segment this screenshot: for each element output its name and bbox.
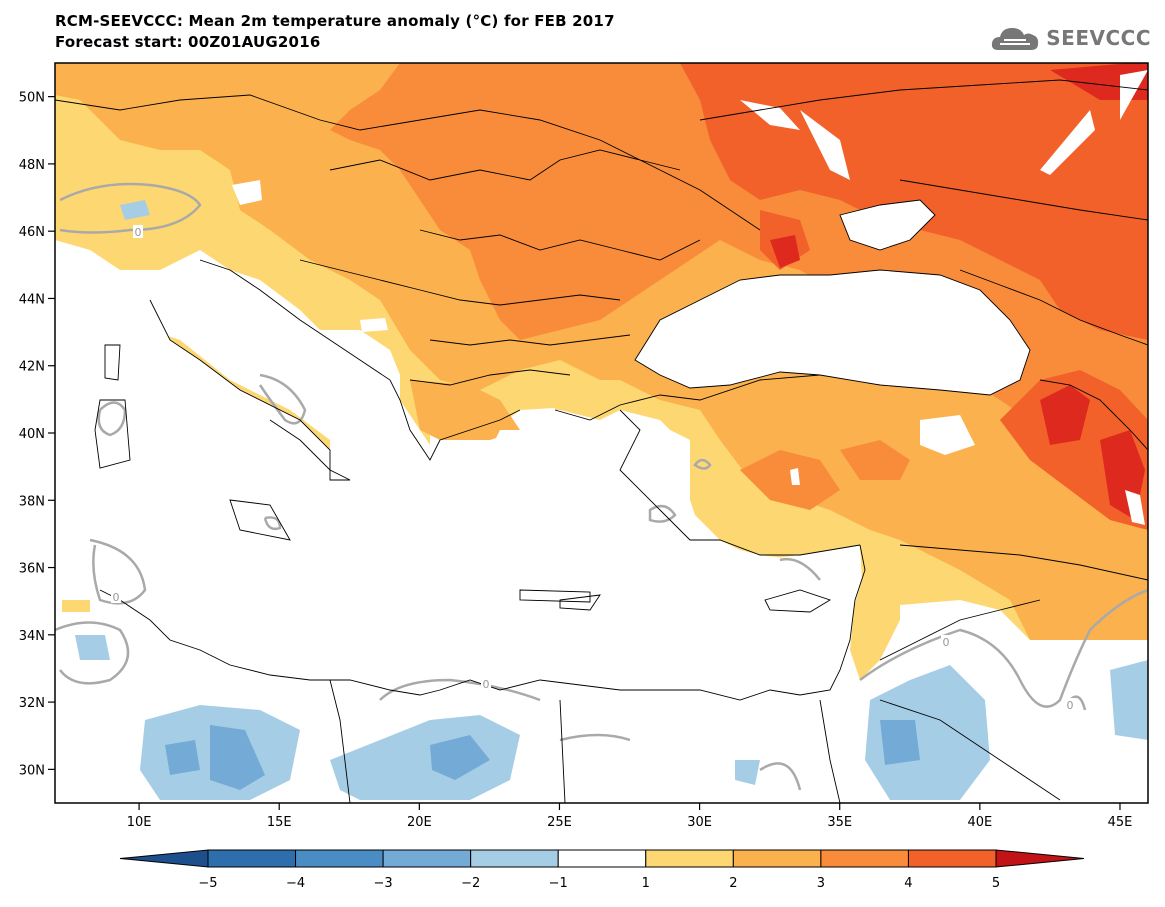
colorbar-label: 5 bbox=[992, 876, 1000, 891]
colorbar: −5 −4 −3 −2 −1 1 2 3 4 5 bbox=[119, 849, 1085, 891]
anomaly-field bbox=[55, 63, 1148, 803]
colorbar-label: 4 bbox=[904, 876, 912, 891]
colorbar-label: 3 bbox=[817, 876, 825, 891]
lat-tick-label: 48N bbox=[19, 158, 45, 173]
lon-tick-label: 15E bbox=[267, 815, 292, 830]
sea-of-azov bbox=[840, 200, 935, 250]
lat-tick-label: 36N bbox=[19, 562, 45, 577]
colorbar-label: −5 bbox=[198, 876, 217, 891]
sea-mask bbox=[55, 70, 1148, 700]
lon-tick-label: 30E bbox=[687, 815, 712, 830]
colorbar-label: −3 bbox=[374, 876, 393, 891]
lat-tick-label: 50N bbox=[19, 91, 45, 106]
lat-tick-label: 34N bbox=[19, 629, 45, 644]
contour-label-bg bbox=[133, 225, 143, 238]
anomaly-band-neg-2-3 bbox=[165, 720, 920, 790]
contour-label: 0 bbox=[113, 591, 120, 604]
lon-tick-label: 40E bbox=[967, 815, 992, 830]
contour-label-bg bbox=[111, 590, 121, 603]
colorbar-label: −4 bbox=[286, 876, 305, 891]
contour-label-bg bbox=[941, 635, 951, 648]
contour-label: 0 bbox=[483, 678, 490, 691]
coastlines-and-borders bbox=[55, 79, 1148, 803]
contour-labels: 0 0 0 0 0 bbox=[111, 225, 1075, 712]
map-title: RCM-SEEVCCC: Mean 2m temperature anomaly… bbox=[55, 12, 615, 30]
contour-label: 0 bbox=[135, 226, 142, 239]
colorbar-label: −1 bbox=[549, 876, 568, 891]
lat-tick-label: 40N bbox=[19, 427, 45, 442]
seevccc-logo: SEEVCCC bbox=[990, 22, 1151, 54]
longitude-axis: 10E 15E 20E 25E 30E 35E 40E 45E bbox=[127, 803, 1133, 830]
contour-label: 0 bbox=[1067, 699, 1074, 712]
lat-tick-label: 30N bbox=[19, 763, 45, 778]
lon-tick-label: 35E bbox=[827, 815, 852, 830]
contour-label-bg bbox=[481, 677, 491, 690]
mediterranean-sea bbox=[55, 290, 862, 700]
lat-tick-label: 38N bbox=[19, 494, 45, 509]
colorbar-segment bbox=[207, 849, 297, 868]
lat-tick-label: 42N bbox=[19, 360, 45, 375]
black-sea bbox=[635, 270, 1030, 395]
latitude-axis: 50N 48N 46N 44N 42N 40N 38N 36N 34N 32N 30N bbox=[19, 91, 55, 778]
contour-label: 0 bbox=[943, 636, 950, 649]
lat-tick-label: 32N bbox=[19, 696, 45, 711]
colorbar-label: −2 bbox=[461, 876, 480, 891]
cloud-icon bbox=[992, 28, 1039, 50]
colorbar-segment bbox=[907, 849, 997, 868]
forecast-start-subtitle: Forecast start: 00Z01AUG2016 bbox=[55, 33, 321, 51]
colorbar-right-arrow bbox=[995, 849, 1085, 868]
colorbar-segment bbox=[645, 849, 734, 868]
colorbar-label: 2 bbox=[729, 876, 737, 891]
colorbar-left-arrow bbox=[119, 849, 209, 868]
contour-label-bg bbox=[1065, 698, 1075, 711]
lat-tick-label: 44N bbox=[19, 292, 45, 307]
colorbar-label: 1 bbox=[642, 876, 650, 891]
colorbar-segment bbox=[557, 849, 647, 868]
colorbar-segment bbox=[470, 849, 559, 868]
colorbar-segment bbox=[382, 849, 472, 868]
lon-tick-label: 20E bbox=[407, 815, 432, 830]
lon-tick-label: 10E bbox=[127, 815, 152, 830]
colorbar-segment bbox=[295, 849, 384, 868]
colorbar-segment bbox=[732, 849, 822, 868]
colorbar-segment bbox=[820, 849, 909, 868]
logo-text: SEEVCCC bbox=[1046, 26, 1151, 50]
lon-tick-label: 25E bbox=[547, 815, 572, 830]
lon-tick-label: 45E bbox=[1108, 815, 1133, 830]
lat-tick-label: 46N bbox=[19, 225, 45, 240]
